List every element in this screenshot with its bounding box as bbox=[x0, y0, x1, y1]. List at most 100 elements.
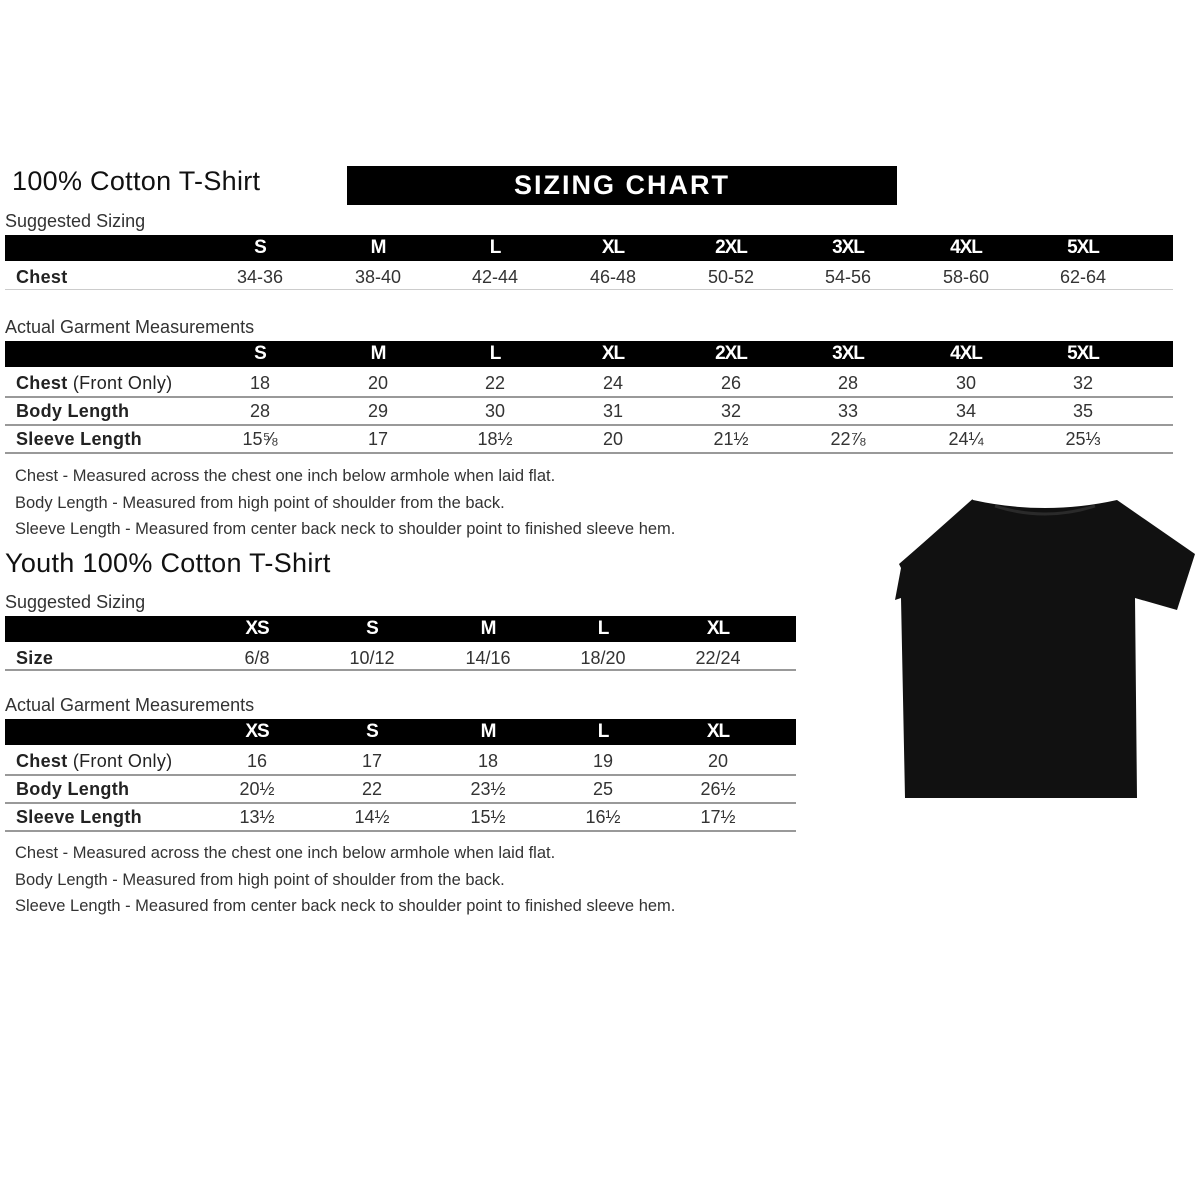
row-label-text: Body Length bbox=[16, 401, 130, 421]
size-header-l: L bbox=[597, 618, 610, 639]
size-header-4xl: 4XL bbox=[950, 237, 983, 258]
table-cell: 16 bbox=[246, 751, 268, 771]
note-line: Sleeve Length - Measured from center bac… bbox=[15, 520, 676, 538]
row-label-text: Size bbox=[16, 648, 54, 668]
table-cell: 38-40 bbox=[354, 267, 402, 287]
size-header-xl: XL bbox=[601, 237, 625, 258]
table-row: Chest (Front Only) 16 17 18 19 20 bbox=[5, 747, 796, 775]
table-row: Chest (Front Only) 18 20 22 24 26 28 30 32 bbox=[5, 369, 1173, 397]
row-label-text: Chest bbox=[16, 267, 68, 287]
table-cell: 17 bbox=[361, 751, 383, 771]
table-cell: 32 bbox=[1072, 373, 1094, 393]
table-cell: 22 bbox=[361, 779, 383, 799]
table-cell: 17 bbox=[367, 429, 389, 449]
size-header-bar: XS S M L XL bbox=[5, 616, 796, 642]
row-label: Sleeve Length bbox=[16, 803, 142, 831]
size-header-s: S bbox=[366, 721, 379, 742]
table-row: Size 6/8 10/12 14/16 18/20 22/24 bbox=[5, 644, 796, 672]
row-label-text: Chest bbox=[16, 373, 68, 393]
sizing-chart-banner: SIZING CHART bbox=[347, 166, 897, 205]
size-header-3xl: 3XL bbox=[832, 237, 865, 258]
row-label-suffix: (Front Only) bbox=[72, 751, 173, 771]
table-cell: 23½ bbox=[470, 779, 506, 799]
size-header-l: L bbox=[597, 721, 610, 742]
row-label-suffix: (Front Only) bbox=[72, 373, 173, 393]
row-label-text: Body Length bbox=[16, 779, 130, 799]
adult-suggested-label: Suggested Sizing bbox=[5, 211, 146, 231]
note-line: Sleeve Length - Measured from center bac… bbox=[15, 897, 676, 915]
row-label: Chest bbox=[16, 263, 68, 291]
table-row: Body Length 28 29 30 31 32 33 34 35 bbox=[5, 397, 1173, 425]
size-header-5xl: 5XL bbox=[1067, 237, 1100, 258]
size-header-l: L bbox=[489, 237, 502, 258]
table-cell: 35 bbox=[1072, 401, 1094, 421]
size-header-bar: XS S M L XL bbox=[5, 719, 796, 745]
table-cell: 14½ bbox=[354, 807, 390, 827]
row-label: Size bbox=[16, 644, 53, 672]
table-cell: 18½ bbox=[477, 429, 513, 449]
table-cell: 18 bbox=[249, 373, 271, 393]
table-cell: 15½ bbox=[470, 807, 506, 827]
table-cell: 29 bbox=[367, 401, 389, 421]
table-cell: 26 bbox=[720, 373, 742, 393]
adult-title: 100% Cotton T-Shirt bbox=[12, 166, 261, 196]
table-cell: 22 bbox=[484, 373, 506, 393]
row-label: Chest (Front Only) bbox=[16, 747, 172, 775]
table-cell: 33 bbox=[837, 401, 859, 421]
table-cell: 46-48 bbox=[589, 267, 637, 287]
table-cell: 32 bbox=[720, 401, 742, 421]
note-line: Body Length - Measured from high point o… bbox=[15, 870, 505, 889]
table-cell: 17½ bbox=[700, 807, 736, 827]
table-cell: 34-36 bbox=[236, 267, 284, 287]
row-divider bbox=[5, 452, 1173, 454]
row-divider bbox=[5, 669, 796, 671]
row-divider bbox=[5, 424, 1173, 426]
size-header-s: S bbox=[254, 237, 267, 258]
size-header-xs: XS bbox=[245, 618, 269, 639]
size-header-m: M bbox=[370, 343, 387, 364]
table-cell: 26½ bbox=[700, 779, 736, 799]
table-row: Chest 34-36 38-40 42-44 46-48 50-52 54-56 58-60… bbox=[5, 263, 1173, 291]
size-header-m: M bbox=[480, 721, 497, 742]
table-cell: 24 bbox=[602, 373, 624, 393]
table-cell: 31 bbox=[602, 401, 624, 421]
table-cell: 20 bbox=[602, 429, 624, 449]
row-divider bbox=[5, 830, 796, 832]
table-cell: 20 bbox=[367, 373, 389, 393]
table-cell: 24¼ bbox=[948, 429, 984, 449]
table-cell: 54-56 bbox=[824, 267, 872, 287]
table-cell: 30 bbox=[484, 401, 506, 421]
row-label: Sleeve Length bbox=[16, 425, 142, 453]
adult-actual-label: Actual Garment Measurements bbox=[5, 317, 255, 337]
row-divider bbox=[5, 774, 796, 776]
row-divider bbox=[5, 802, 796, 804]
table-cell: 19 bbox=[592, 751, 614, 771]
table-row: Sleeve Length 13½ 14½ 15½ 16½ 17½ bbox=[5, 803, 796, 831]
table-cell: 42-44 bbox=[471, 267, 519, 287]
size-header-bar: S M L XL 2XL 3XL 4XL 5XL bbox=[5, 235, 1173, 261]
table-cell: 28 bbox=[837, 373, 859, 393]
table-cell: 22/24 bbox=[695, 648, 741, 668]
row-label: Body Length bbox=[16, 775, 129, 803]
note-line: Body Length - Measured from high point o… bbox=[15, 493, 505, 512]
size-header-xl: XL bbox=[706, 618, 730, 639]
size-header-2xl: 2XL bbox=[715, 343, 748, 364]
table-cell: 18/20 bbox=[580, 648, 626, 668]
size-header-l: L bbox=[489, 343, 502, 364]
table-cell: 18 bbox=[477, 751, 499, 771]
table-cell: 25 bbox=[592, 779, 614, 799]
table-cell: 21½ bbox=[713, 429, 749, 449]
table-cell: 62-64 bbox=[1059, 267, 1107, 287]
youth-suggested-label: Suggested Sizing bbox=[5, 592, 146, 612]
row-label-text: Sleeve Length bbox=[16, 807, 142, 827]
table-cell: 13½ bbox=[239, 807, 275, 827]
table-cell: 25⅓ bbox=[1065, 429, 1101, 449]
table-cell: 28 bbox=[249, 401, 271, 421]
size-header-s: S bbox=[366, 618, 379, 639]
row-divider bbox=[5, 289, 1173, 290]
size-header-3xl: 3XL bbox=[832, 343, 865, 364]
table-cell: 20½ bbox=[239, 779, 275, 799]
table-cell: 58-60 bbox=[942, 267, 990, 287]
youth-title: Youth 100% Cotton T-Shirt bbox=[5, 548, 331, 578]
table-cell: 22⅞ bbox=[830, 429, 866, 449]
